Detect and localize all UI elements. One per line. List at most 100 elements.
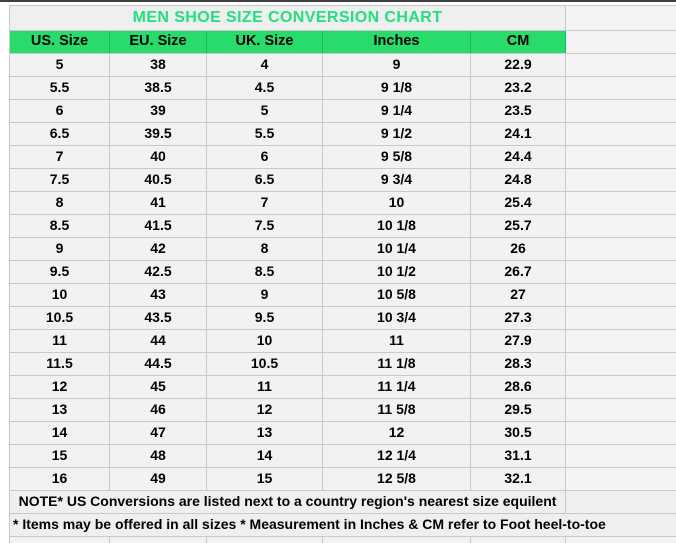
size-cell: 12 1/4 (322, 444, 471, 468)
size-cell: 43.5 (109, 306, 207, 330)
size-cell: 13 (9, 398, 110, 422)
size-cell: 12 (322, 421, 471, 445)
table-row: 9 42 8 10 1/4 26 (9, 237, 676, 261)
empty-cell (565, 5, 676, 31)
empty-cell (565, 53, 676, 77)
size-cell: 13 (206, 421, 323, 445)
size-cell: 32.1 (469, 467, 567, 491)
size-cell: 9 3/4 (322, 168, 471, 192)
size-cell: 39.5 (109, 122, 207, 146)
size-cell: 10 5/8 (322, 283, 471, 307)
size-cell: 24.4 (469, 145, 567, 169)
size-cell: 6 (206, 145, 323, 169)
size-cell: 7.5 (9, 168, 110, 192)
size-cell: 8.5 (206, 260, 323, 284)
column-header-cm: CM (469, 30, 567, 54)
size-cell: 10 (322, 191, 471, 215)
column-header-eu-size: EU. Size (109, 30, 207, 54)
size-cell: 9.5 (206, 306, 323, 330)
table-footnotes: NOTE* US Conversions are listed next to … (8, 490, 676, 543)
size-cell: 42 (109, 237, 207, 261)
empty-cell (9, 536, 110, 543)
size-cell: 25.4 (469, 191, 567, 215)
size-cell: 6 (9, 99, 110, 123)
table-row: 8.5 41.5 7.5 10 1/8 25.7 (9, 214, 676, 238)
size-cell: 12 5/8 (322, 467, 471, 491)
size-cell: 5 (9, 53, 110, 77)
size-cell: 26.7 (469, 260, 567, 284)
table-row: 6 39 5 9 1/4 23.5 (9, 99, 676, 123)
size-cell: 38.5 (109, 76, 207, 100)
column-header-row: US. Size EU. Size UK. Size Inches CM (9, 30, 676, 54)
size-cell: 25.7 (469, 214, 567, 238)
size-cell: 9 1/4 (322, 99, 471, 123)
size-cell: 11.5 (9, 352, 110, 376)
empty-cell (565, 467, 676, 491)
table-row: 11.5 44.5 10.5 11 1/8 28.3 (9, 352, 676, 376)
size-cell: 10 1/8 (322, 214, 471, 238)
size-cell: 11 (322, 329, 471, 353)
table-row: 7.5 40.5 6.5 9 3/4 24.8 (9, 168, 676, 192)
table-row: 14 47 13 12 30.5 (9, 421, 676, 445)
size-cell: 28.6 (469, 375, 567, 399)
size-cell: 41 (109, 191, 207, 215)
size-cell: 43 (109, 283, 207, 307)
title-row: MEN SHOE SIZE CONVERSION CHART (8, 5, 676, 31)
empty-cell (565, 237, 676, 261)
note-measurement: * Items may be offered in all sizes * Me… (8, 513, 676, 537)
size-cell: 4 (206, 53, 323, 77)
size-cell: 46 (109, 398, 207, 422)
table-body: 5 38 4 9 22.9 5.5 38.5 4.5 9 1/8 23.2 6 39 5 9 1/4 23.… (9, 53, 676, 491)
empty-cell (469, 536, 567, 543)
window-top-edge (0, 0, 676, 2)
empty-cell (565, 168, 676, 192)
size-cell: 38 (109, 53, 207, 77)
size-cell: 8 (9, 191, 110, 215)
size-cell: 12 (206, 398, 323, 422)
size-cell: 9 1/8 (322, 76, 471, 100)
empty-cell (565, 306, 676, 330)
size-cell: 44 (109, 329, 207, 353)
size-cell: 23.5 (469, 99, 567, 123)
empty-cell (565, 490, 676, 514)
column-header-uk-size: UK. Size (206, 30, 323, 54)
size-cell: 4.5 (206, 76, 323, 100)
size-cell: 5.5 (9, 76, 110, 100)
size-cell: 9 (322, 53, 471, 77)
table-row: 5 38 4 9 22.9 (9, 53, 676, 77)
size-cell: 16 (9, 467, 110, 491)
conversion-table: MEN SHOE SIZE CONVERSION CHART US. Size E… (8, 5, 676, 543)
size-cell: 15 (9, 444, 110, 468)
size-cell: 10 3/4 (322, 306, 471, 330)
empty-cell (565, 352, 676, 376)
size-cell: 11 (9, 329, 110, 353)
empty-cell (565, 99, 676, 123)
empty-cell (565, 76, 676, 100)
empty-cell (565, 398, 676, 422)
table-row: 12 45 11 11 1/4 28.6 (9, 375, 676, 399)
note-size-equivalent: NOTE* US Conversions are listed next to … (8, 490, 567, 514)
size-cell: 9 1/2 (322, 122, 471, 146)
table-row: 5.5 38.5 4.5 9 1/8 23.2 (9, 76, 676, 100)
size-cell: 10 (9, 283, 110, 307)
empty-cell (565, 145, 676, 169)
size-cell: 39 (109, 99, 207, 123)
size-cell: 42.5 (109, 260, 207, 284)
size-cell: 24.8 (469, 168, 567, 192)
size-cell: 40.5 (109, 168, 207, 192)
chart-title: MEN SHOE SIZE CONVERSION CHART (8, 5, 567, 31)
size-cell: 10 (206, 329, 323, 353)
size-cell: 31.1 (469, 444, 567, 468)
size-cell: 7 (206, 191, 323, 215)
size-cell: 14 (9, 421, 110, 445)
size-cell: 7 (9, 145, 110, 169)
empty-cell (565, 30, 676, 54)
size-cell: 26 (469, 237, 567, 261)
table-row: 8 41 7 10 25.4 (9, 191, 676, 215)
empty-cell (322, 536, 471, 543)
table-row: 10 43 9 10 5/8 27 (9, 283, 676, 307)
size-cell: 41.5 (109, 214, 207, 238)
table-row: 13 46 12 11 5/8 29.5 (9, 398, 676, 422)
empty-cell (565, 536, 676, 543)
empty-cell (565, 444, 676, 468)
